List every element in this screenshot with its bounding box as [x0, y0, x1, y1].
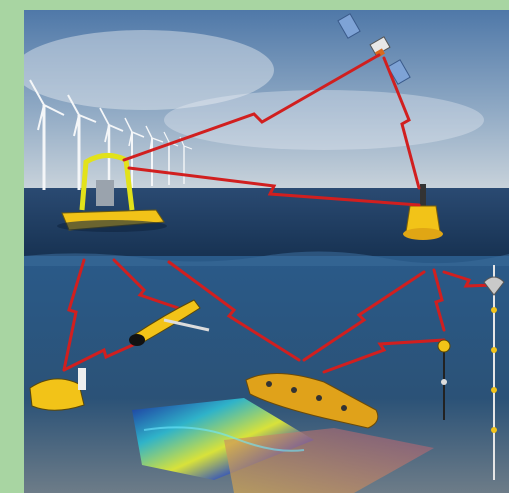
cloud	[164, 90, 484, 150]
wind-turbine-icon	[124, 117, 145, 188]
buoy-icon	[403, 184, 443, 240]
waterline	[24, 251, 509, 266]
seabed-lander-icon	[29, 368, 86, 411]
underwater-glider-icon	[129, 299, 210, 346]
ocean-observing-illustration	[24, 10, 509, 493]
satellite-icon	[337, 13, 411, 85]
surface-vessel-icon	[57, 153, 167, 232]
seafloor-map	[132, 398, 434, 493]
wind-turbine-icon	[145, 125, 164, 186]
cloud	[24, 30, 274, 110]
communication-links	[62, 53, 496, 374]
wind-turbine-icon	[67, 94, 97, 190]
mooring-icon	[437, 265, 505, 480]
auv-icon	[245, 373, 379, 429]
scene-svg	[24, 10, 509, 493]
wind-turbine-icon	[29, 79, 65, 190]
sky	[24, 10, 509, 190]
